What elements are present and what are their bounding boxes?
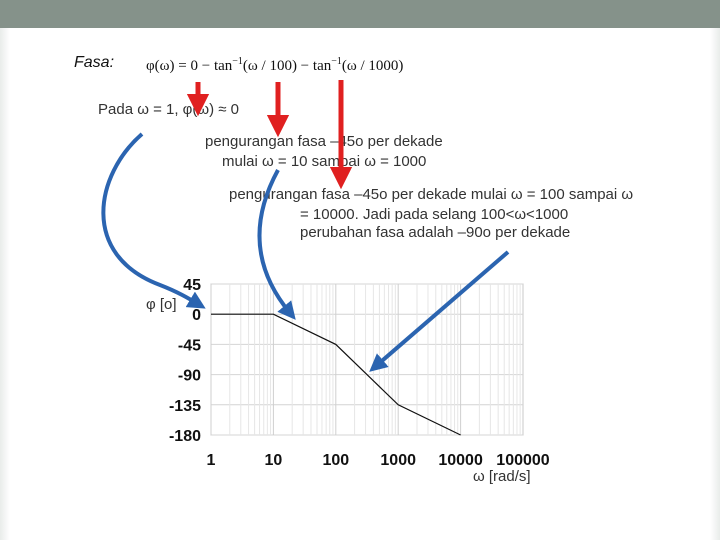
x-tick-label: 1 bbox=[207, 452, 216, 469]
note1-line1: pengurangan fasa –45o per dekade bbox=[205, 133, 443, 150]
formula-sup-1: −1 bbox=[232, 56, 243, 67]
y-tick-label: 45 bbox=[183, 277, 201, 294]
header-bar bbox=[0, 0, 720, 28]
blue-arrow-2 bbox=[257, 169, 296, 320]
x-tick-label: 10000 bbox=[438, 452, 483, 469]
x-tick-label: 10 bbox=[265, 452, 283, 469]
phase-series-line bbox=[211, 313, 461, 436]
tick-labels: 45 0 -45 -90 -135 -180 1 10 100 1000 10000 100000 bbox=[169, 277, 550, 469]
phase-formula: φ(ω) = 0 − tan−1(ω / 100) − tan−1(ω / 10… bbox=[146, 56, 403, 75]
x-tick-label: 100000 bbox=[496, 452, 549, 469]
y-tick-label: -45 bbox=[178, 337, 201, 354]
blue-arrow-1 bbox=[101, 132, 206, 309]
fasa-label: Fasa: bbox=[74, 54, 115, 71]
formula-sup-2: −1 bbox=[331, 56, 342, 67]
y-tick-label: -180 bbox=[169, 428, 201, 445]
blue-arrow-3 bbox=[369, 250, 510, 372]
y-axis-label: φ [o] bbox=[146, 296, 177, 313]
y-tick-label: 0 bbox=[192, 307, 201, 324]
x-tick-label: 1000 bbox=[380, 452, 416, 469]
formula-part-2: (ω / 100) − tan bbox=[242, 58, 332, 74]
x-tick-label: 100 bbox=[322, 452, 349, 469]
formula-part-3: (ω / 1000) bbox=[341, 58, 404, 74]
note2-line2: = 10000. Jadi pada selang 100<ω<1000 bbox=[300, 206, 569, 223]
y-tick-label: -90 bbox=[178, 368, 201, 385]
formula-part-1: φ(ω) = 0 − tan bbox=[146, 58, 233, 74]
y-tick-label: -135 bbox=[169, 398, 201, 415]
note2-line3: perubahan fasa adalah –90o per dekade bbox=[300, 224, 571, 241]
note2-line1: pengurangan fasa –45o per dekade mulai ω… bbox=[229, 186, 634, 203]
x-axis-label: ω [rad/s] bbox=[473, 468, 531, 485]
note1-line2: mulai ω = 10 sampai ω = 1000 bbox=[222, 153, 427, 170]
plot-area bbox=[210, 283, 524, 436]
arrows bbox=[101, 80, 510, 372]
